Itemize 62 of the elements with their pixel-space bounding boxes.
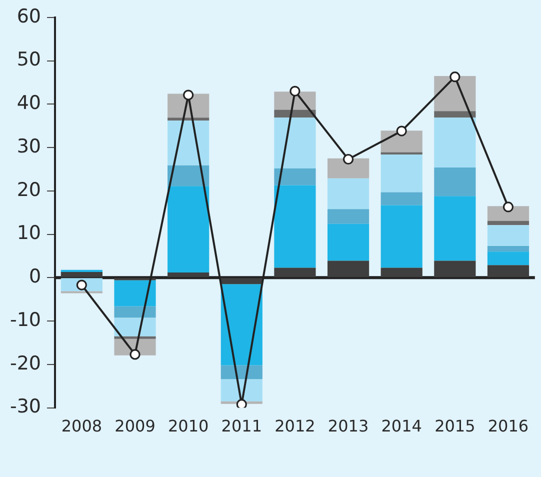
bar — [114, 306, 156, 318]
bar — [114, 318, 156, 336]
point — [342, 154, 354, 165]
bar — [434, 167, 476, 196]
y-tick-label: 50 — [16, 48, 42, 71]
x-tick-label: 2008 — [61, 416, 102, 436]
bar — [168, 120, 210, 166]
y-tick-label: 60 — [16, 5, 42, 28]
bar — [487, 265, 530, 278]
bar — [274, 168, 316, 186]
bar — [487, 225, 530, 246]
bar — [487, 206, 530, 221]
y-tick-label: 20 — [16, 178, 42, 201]
point — [183, 90, 194, 100]
x-tick-label: 2010 — [168, 416, 209, 436]
point — [502, 202, 514, 212]
bar — [380, 268, 422, 278]
bar — [327, 178, 370, 210]
x-tick-label: 2016 — [488, 416, 529, 436]
y-tick-label: 30 — [16, 135, 42, 158]
bar — [327, 209, 370, 224]
y-tick-label: -30 — [10, 396, 42, 418]
bar — [487, 252, 530, 266]
bar — [220, 284, 262, 366]
bar — [60, 270, 102, 272]
bar — [327, 158, 370, 178]
y-tick-label: 0 — [28, 266, 42, 288]
bar — [220, 278, 262, 284]
bar — [434, 196, 476, 261]
bar — [380, 205, 422, 268]
bar — [274, 185, 316, 268]
x-tick-label: 2014 — [381, 416, 422, 436]
point — [236, 399, 247, 408]
bar — [327, 224, 370, 261]
bar — [380, 154, 422, 192]
y-tick-label: 10 — [16, 222, 42, 244]
y-tick-label: -10 — [10, 308, 42, 331]
bar — [487, 246, 530, 252]
x-tick-label: 2009 — [114, 416, 156, 436]
bar — [434, 118, 476, 168]
x-tick-label: 2011 — [221, 416, 262, 436]
y-tick-label: -20 — [10, 352, 42, 374]
bar — [327, 260, 370, 278]
bar — [168, 272, 210, 278]
point — [130, 349, 140, 360]
bar — [487, 220, 530, 226]
bar — [114, 280, 156, 306]
bar — [168, 186, 210, 272]
point — [396, 126, 407, 136]
point — [450, 72, 460, 82]
bar — [380, 192, 422, 206]
x-tick-label: 2012 — [274, 416, 316, 436]
bar — [380, 130, 422, 152]
bar — [434, 260, 476, 278]
bar — [274, 118, 316, 168]
x-tick-label: 2013 — [328, 416, 369, 436]
bar — [434, 111, 476, 118]
point — [290, 86, 300, 96]
bar — [60, 272, 102, 278]
x-tick-label: 2015 — [434, 416, 476, 436]
bar — [274, 268, 316, 278]
y-tick-label: 40 — [16, 92, 42, 114]
